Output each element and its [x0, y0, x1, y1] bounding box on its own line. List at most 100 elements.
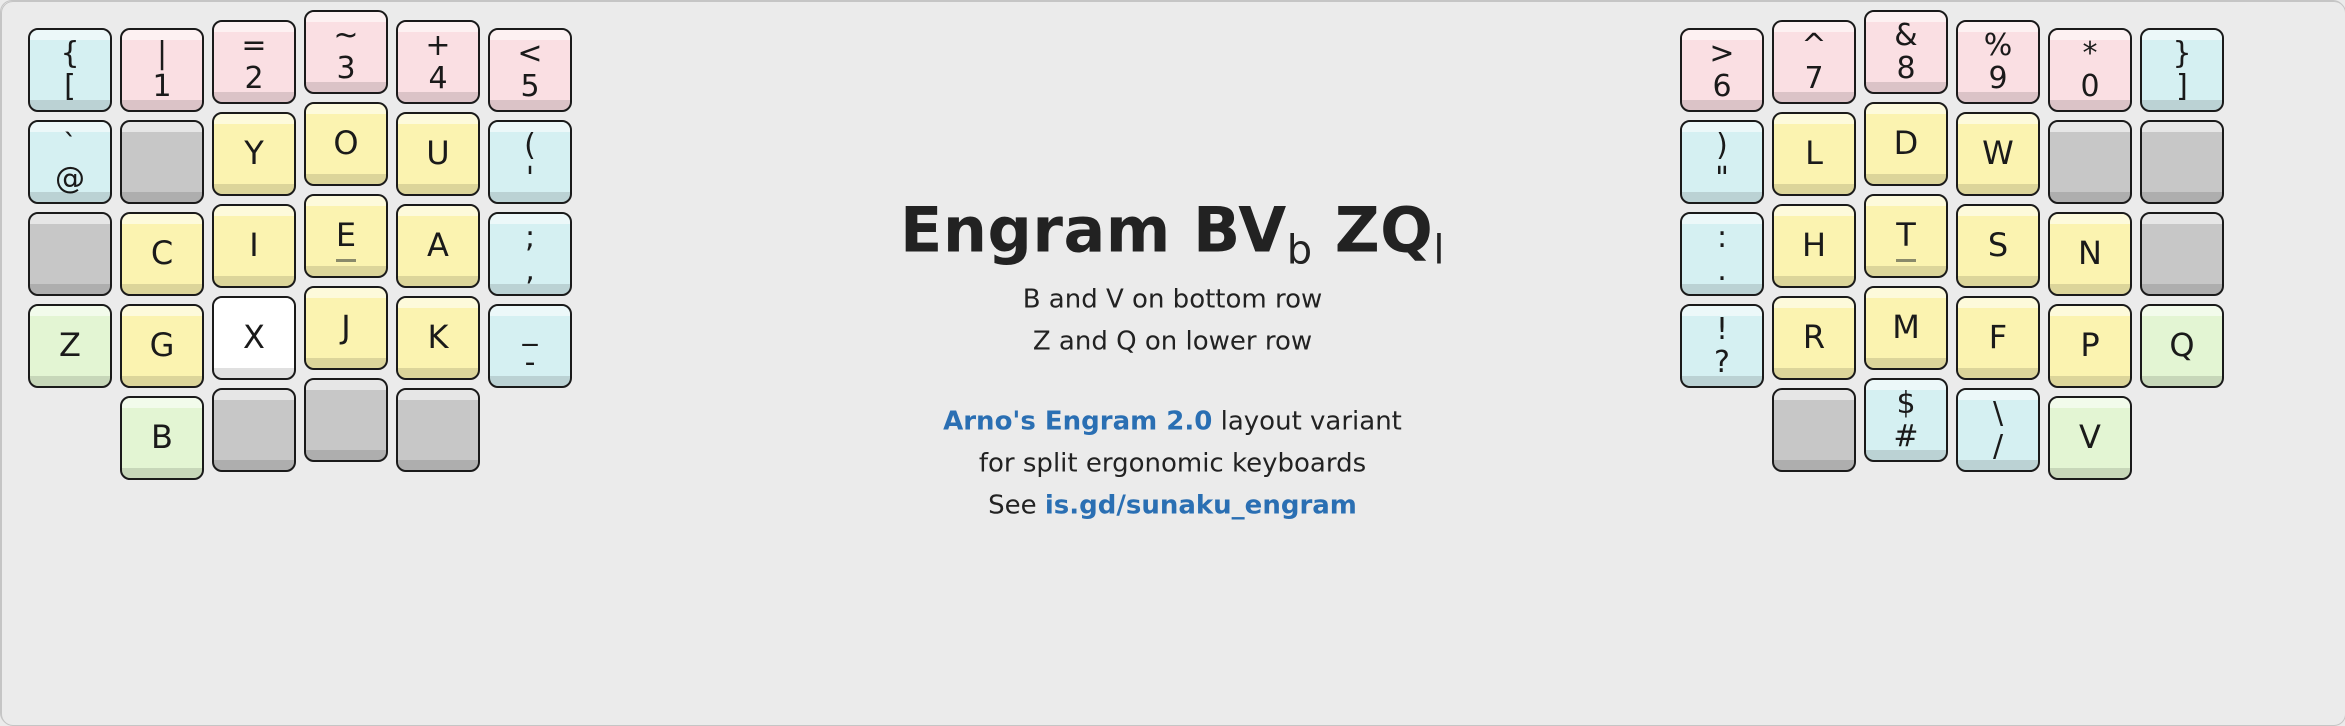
key-glyph-top: :: [1717, 222, 1727, 254]
key-glyph-top: ;: [525, 222, 535, 254]
key-left-r1-c2: Y: [212, 112, 296, 196]
key-glyph-top: O: [333, 127, 358, 161]
credit-line-2: for split ergonomic keyboards: [763, 448, 1583, 478]
key-left-r2-c1: C: [120, 212, 204, 296]
key-glyph-top: D: [1894, 127, 1919, 161]
key-glyph-top: C: [151, 237, 173, 271]
key-right-r3-c1: R: [1772, 296, 1856, 380]
key-left-r3-c2: X: [212, 296, 296, 380]
key-right-r2-c3: S: [1956, 204, 2040, 288]
center-panel: Engram BVb ZQl B and V on bottom row Z a…: [763, 193, 1583, 532]
key-glyph-bottom: #: [1893, 421, 1918, 453]
key-left-r1-c3: O: [304, 102, 388, 186]
key-glyph-top: $: [1896, 388, 1915, 420]
credit-line-1: Arno's Engram 2.0 layout variant: [763, 406, 1583, 436]
credit-tail-1: layout variant: [1212, 406, 1402, 436]
home-indicator: [336, 259, 356, 262]
key-right-r0-c5: }]: [2140, 28, 2224, 112]
home-indicator: [1896, 259, 1916, 262]
key-glyph-bottom: 1: [152, 71, 171, 103]
key-right-r1-c2: D: [1864, 102, 1948, 186]
key-glyph-top: B: [151, 421, 173, 455]
key-right-r0-c0: >6: [1680, 28, 1764, 112]
key-left-r3-c1: G: [120, 304, 204, 388]
key-right-r1-c4: [2048, 120, 2132, 204]
key-left-r1-c1: [120, 120, 204, 204]
key-left-r2-c5: ;,: [488, 212, 572, 296]
key-glyph-bottom: /: [1993, 431, 2003, 463]
credit-line-3: See is.gd/sunaku_engram: [763, 490, 1583, 520]
key-left-r0-c0: {[: [28, 28, 112, 112]
key-left-r4-c3: [304, 378, 388, 462]
key-right-r2-c2: T: [1864, 194, 1948, 278]
key-glyph-top: F: [1989, 321, 2007, 355]
credit-link-2[interactable]: is.gd/sunaku_engram: [1045, 490, 1357, 520]
key-glyph-bottom: 8: [1896, 53, 1915, 85]
key-right-r2-c4: N: [2048, 212, 2132, 296]
key-glyph-bottom: ?: [1714, 347, 1730, 379]
title-mid: ZQ: [1313, 193, 1434, 266]
key-left-r2-c3: E: [304, 194, 388, 278]
title-main: Engram BV: [900, 193, 1287, 266]
key-glyph-top: _: [523, 314, 538, 346]
key-glyph-top: S: [1988, 229, 2008, 263]
key-glyph-top: A: [427, 229, 449, 263]
key-glyph-top: `: [63, 130, 78, 162]
key-right-r4-c4: V: [2048, 396, 2132, 480]
key-glyph-bottom: ]: [2176, 71, 2188, 103]
key-glyph-top: ): [1716, 130, 1728, 162]
key-right-r0-c4: *0: [2048, 28, 2132, 112]
title-sub1: b: [1287, 227, 1313, 273]
key-glyph-top: !: [1716, 314, 1728, 346]
key-glyph-top: }: [2172, 38, 2191, 70]
key-left-r3-c5: _-: [488, 304, 572, 388]
subtitle-2: Z and Q on lower row: [763, 326, 1583, 356]
key-glyph-top: >: [1709, 38, 1734, 70]
credit-link-1[interactable]: Arno's Engram 2.0: [943, 406, 1212, 436]
key-right-r2-c5: [2140, 212, 2224, 296]
key-glyph-top: {: [60, 38, 79, 70]
key-glyph-bottom: ,: [525, 255, 535, 287]
key-glyph-top: *: [2083, 38, 2098, 70]
key-left-r3-c4: K: [396, 296, 480, 380]
key-glyph-bottom: 5: [520, 71, 539, 103]
key-glyph-top: Z: [59, 329, 81, 363]
key-glyph-top: |: [157, 38, 167, 70]
key-glyph-top: %: [1984, 30, 2013, 62]
key-right-r2-c1: H: [1772, 204, 1856, 288]
key-glyph-bottom: 2: [244, 63, 263, 95]
key-right-r3-c2: M: [1864, 286, 1948, 370]
key-glyph-top: W: [1982, 137, 2014, 171]
key-glyph-top: +: [425, 30, 450, 62]
key-glyph-top: N: [2078, 237, 2102, 271]
key-glyph-top: \: [1993, 398, 2003, 430]
key-left-r2-c2: I: [212, 204, 296, 288]
key-right-r3-c5: Q: [2140, 304, 2224, 388]
key-right-r4-c1: [1772, 388, 1856, 472]
key-left-r2-c4: A: [396, 204, 480, 288]
key-left-r0-c3: ~3: [304, 10, 388, 94]
key-glyph-top: =: [241, 30, 266, 62]
key-glyph-bottom: -: [525, 347, 536, 379]
key-right-r1-c3: W: [1956, 112, 2040, 196]
credit-see-prefix: See: [988, 490, 1045, 520]
key-left-r3-c0: Z: [28, 304, 112, 388]
key-right-r4-c2: $#: [1864, 378, 1948, 462]
key-glyph-bottom: 7: [1804, 63, 1823, 95]
key-left-r0-c2: =2: [212, 20, 296, 104]
key-glyph-top: T: [1896, 219, 1916, 253]
key-right-r2-c0: :.: [1680, 212, 1764, 296]
key-glyph-top: ~: [333, 20, 358, 52]
key-left-r1-c5: (': [488, 120, 572, 204]
key-glyph-top: E: [336, 219, 356, 253]
key-right-r1-c5: [2140, 120, 2224, 204]
key-glyph-bottom: 4: [428, 63, 447, 95]
key-left-r4-c1: B: [120, 396, 204, 480]
key-left-r3-c3: J: [304, 286, 388, 370]
key-glyph-bottom: [: [64, 71, 76, 103]
key-left-r0-c1: |1: [120, 28, 204, 112]
title: Engram BVb ZQl: [763, 193, 1583, 266]
key-glyph-top: K: [428, 321, 449, 355]
key-glyph-top: M: [1892, 311, 1920, 345]
key-left-r4-c4: [396, 388, 480, 472]
